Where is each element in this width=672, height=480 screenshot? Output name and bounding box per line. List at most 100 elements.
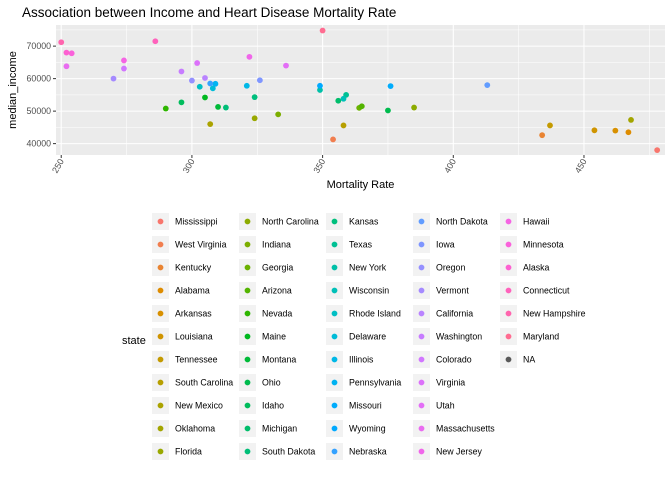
data-point-south-carolina — [340, 122, 347, 129]
data-point-florida — [251, 115, 258, 122]
legend-swatch — [157, 310, 164, 317]
legend-swatch — [331, 448, 338, 455]
legend-item: South Carolina — [152, 374, 233, 391]
legend-swatch — [418, 333, 425, 340]
data-point-hawaii — [121, 57, 127, 64]
legend-swatch — [244, 310, 251, 317]
legend-swatch — [505, 241, 512, 248]
legend-item: Michigan — [239, 420, 297, 437]
legend-item: Oklahoma — [152, 420, 215, 437]
data-point-nebraska — [207, 80, 214, 87]
legend-swatch — [505, 218, 512, 225]
x-axis-title: Mortality Rate — [327, 179, 395, 191]
data-point-utah — [283, 62, 289, 69]
legend-swatch — [418, 310, 425, 317]
data-point-montana — [215, 104, 221, 110]
legend-swatch — [505, 356, 512, 363]
legend-label: Arizona — [262, 286, 292, 296]
legend-label: Delaware — [349, 332, 386, 342]
legend-swatch — [418, 241, 425, 248]
data-point-maine — [202, 94, 208, 101]
x-tick-label: 450 — [573, 157, 589, 175]
legend-label: Wisconsin — [349, 286, 389, 296]
legend-item: New Mexico — [152, 397, 223, 414]
data-point-ohio — [385, 107, 391, 114]
legend-swatch — [331, 402, 338, 409]
x-axis: 250 300 350 400 450 — [50, 155, 589, 175]
legend-swatch — [505, 310, 512, 317]
legend-label: New Mexico — [175, 401, 223, 411]
legend-label: NA — [523, 355, 535, 365]
legend-item: Virginia — [413, 374, 465, 391]
legend-item: Minnesota — [500, 236, 564, 253]
data-point-connecticut — [152, 38, 159, 45]
data-point-rhode-island — [196, 83, 203, 90]
legend-item: Rhode Island — [326, 305, 401, 322]
legend-swatch — [244, 241, 251, 248]
legend-item: NA — [500, 351, 535, 368]
legend-label: Minnesota — [523, 240, 564, 250]
legend-swatch — [157, 264, 164, 271]
legend-swatch — [157, 333, 164, 340]
legend-swatch — [157, 218, 164, 225]
legend-item: New Jersey — [413, 443, 483, 460]
legend-label: New Jersey — [436, 447, 483, 457]
legend-swatch — [331, 287, 338, 294]
legend-swatch — [331, 218, 338, 225]
legend-label: Connecticut — [523, 286, 570, 296]
y-axis-title: median_income — [7, 51, 19, 129]
legend-label: New York — [349, 263, 387, 273]
data-point-new-york — [317, 87, 323, 93]
data-point-kentucky — [539, 132, 546, 139]
legend-label: Texas — [349, 240, 373, 250]
legend-item: Ohio — [239, 374, 281, 391]
legend-item: West Virginia — [152, 236, 227, 253]
data-point-illinois — [243, 82, 250, 89]
data-point-missouri — [387, 83, 394, 89]
legend-label: Kentucky — [175, 263, 212, 273]
legend-swatch — [157, 448, 164, 455]
legend-swatch — [244, 448, 251, 455]
legend-item: Oregon — [413, 259, 465, 276]
legend-item: Arkansas — [152, 305, 212, 322]
legend-label: Maine — [262, 332, 286, 342]
legend-swatch — [244, 402, 251, 409]
legend-label: North Dakota — [436, 217, 488, 227]
legend-item: Colorado — [413, 351, 472, 368]
legend-item: Arizona — [239, 282, 292, 299]
data-point-oregon — [189, 77, 195, 84]
data-point-north-dakota — [484, 82, 491, 89]
y-tick-label: 70000 — [27, 41, 52, 51]
legend-item: North Dakota — [413, 213, 488, 230]
data-point-oklahoma — [628, 117, 634, 123]
y-axis: 40000 50000 60000 70000 — [27, 41, 56, 149]
legend-label: Alaska — [523, 263, 550, 273]
data-point-new-hampshire — [58, 39, 65, 46]
data-point-virginia — [194, 60, 201, 66]
data-point-new-mexico — [207, 121, 214, 128]
legend-swatch — [157, 402, 164, 409]
data-point-tennessee — [547, 122, 553, 129]
legend-item: North Carolina — [239, 213, 319, 230]
legend-label: Michigan — [262, 424, 297, 434]
legend-swatch — [331, 356, 338, 363]
legend-label: Idaho — [262, 401, 284, 411]
legend-swatch — [244, 379, 251, 386]
chart-title: Association between Income and Heart Dis… — [22, 5, 396, 20]
legend-item: Iowa — [413, 236, 455, 253]
legend-item: Delaware — [326, 328, 386, 345]
legend-swatch — [331, 425, 338, 432]
legend-label: Oklahoma — [175, 424, 215, 434]
legend-item: Illinois — [326, 351, 374, 368]
legend-label: Missouri — [349, 401, 382, 411]
data-point-minnesota — [68, 50, 75, 57]
legend-swatch — [244, 287, 251, 294]
legend-swatch — [157, 241, 164, 248]
legend-swatch — [157, 356, 164, 363]
legend-label: Florida — [175, 447, 202, 457]
legend-swatch — [244, 356, 251, 363]
data-point-alabama — [625, 129, 632, 136]
legend-swatch — [157, 425, 164, 432]
legend-label: Mississippi — [175, 217, 218, 227]
legend-swatch — [505, 264, 512, 271]
